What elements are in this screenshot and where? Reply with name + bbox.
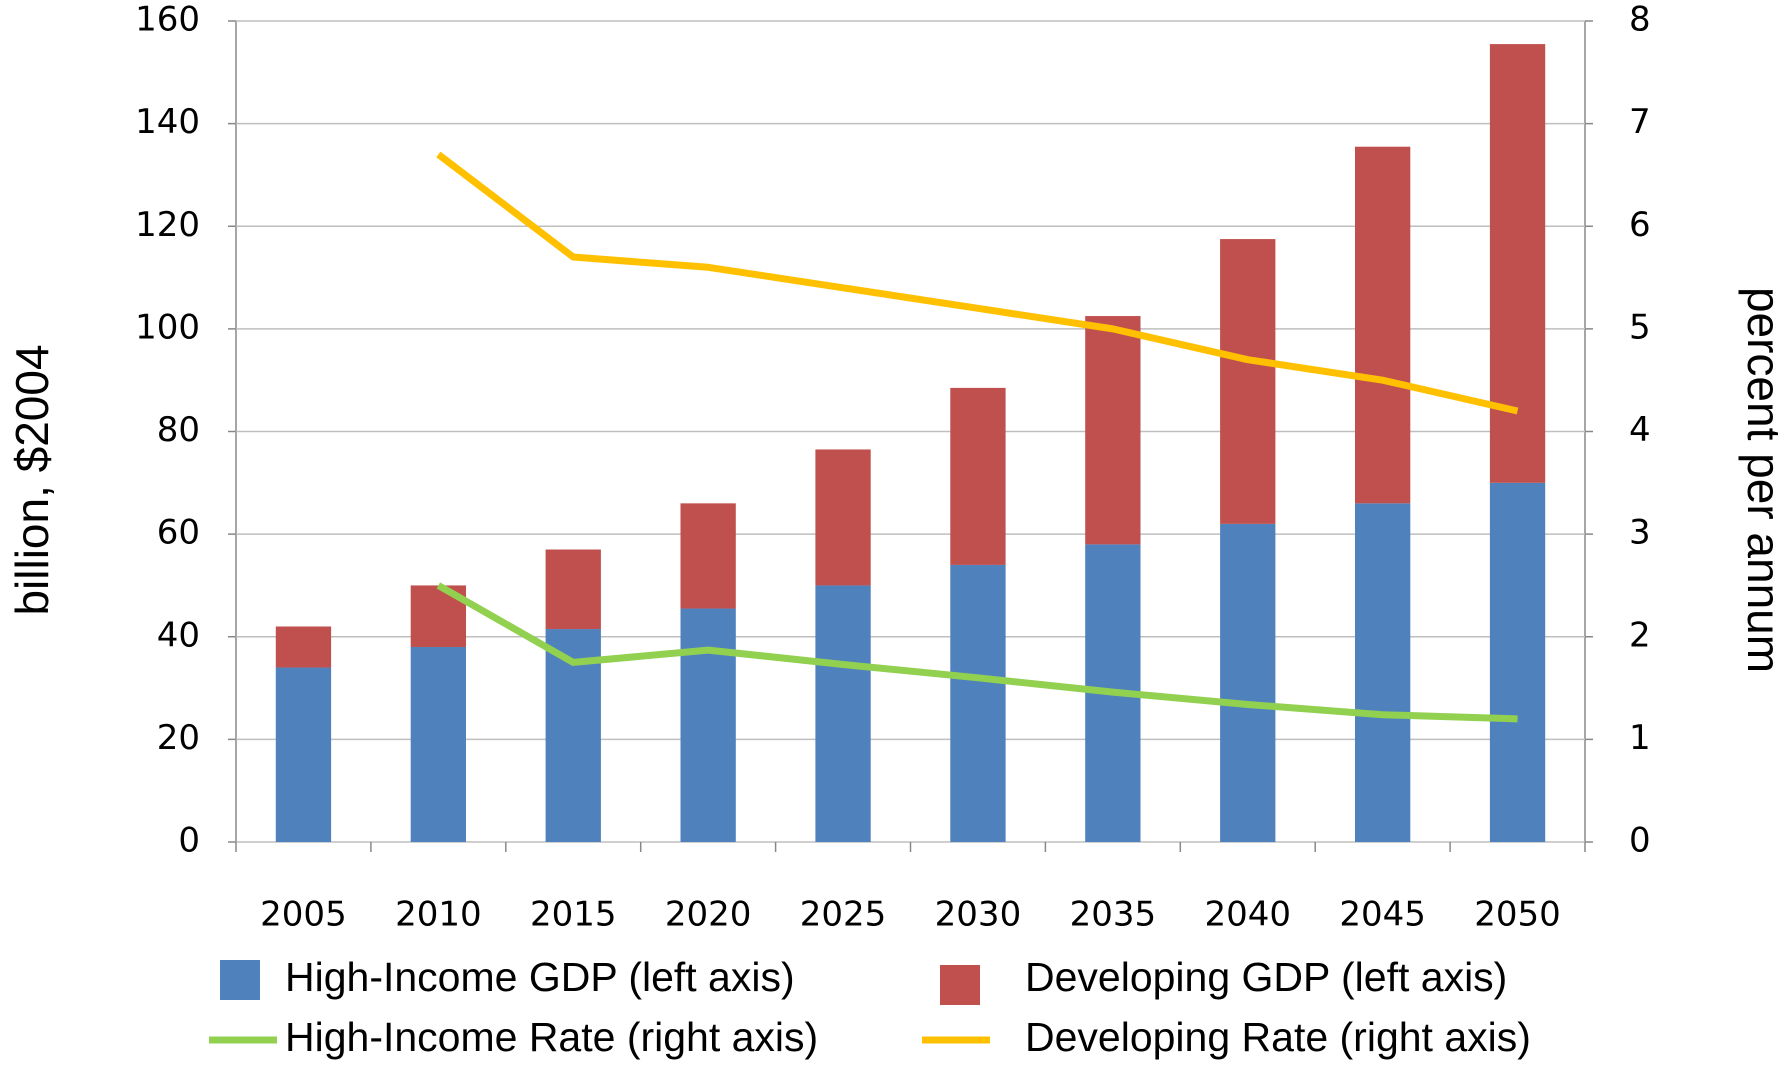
y-axis-title: billion, $2004	[6, 344, 58, 615]
x-tick-label: 2005	[260, 895, 347, 935]
y2-tick-label: 3	[1629, 513, 1651, 553]
x-tick-label: 2030	[935, 895, 1022, 935]
line	[436, 151, 1519, 415]
bar	[680, 608, 736, 842]
bar	[815, 449, 871, 586]
y2-tick-label: 8	[1629, 0, 1651, 40]
y-tick-label: 0	[178, 821, 200, 861]
bar	[950, 387, 1006, 565]
legend-swatch	[220, 960, 260, 1000]
x-tick-label: 2015	[530, 895, 617, 935]
bar	[1085, 316, 1141, 545]
bar	[410, 647, 467, 842]
bar	[680, 503, 736, 609]
line	[436, 582, 1518, 723]
x-tick-label: 2040	[1204, 895, 1291, 935]
y-tick-label: 140	[135, 102, 200, 142]
y2-tick-label: 6	[1629, 205, 1651, 245]
bar	[1354, 503, 1411, 842]
x-tick-label: 2010	[395, 895, 482, 935]
bar	[1489, 44, 1546, 483]
y2-tick-label: 7	[1629, 102, 1651, 142]
legend-label: Developing GDP (left axis)	[1025, 954, 1507, 1000]
y-tick-label: 60	[157, 513, 200, 553]
y2-tick-label: 2	[1629, 615, 1651, 655]
y-tick-label: 80	[157, 410, 200, 450]
legend-label: High-Income GDP (left axis)	[285, 954, 795, 1000]
y2-tick-label: 0	[1629, 821, 1651, 861]
bar	[545, 549, 601, 630]
y2-axis-title: percent per annum	[1738, 287, 1790, 673]
legend-label: High-Income Rate (right axis)	[285, 1014, 818, 1060]
y2-tick-label: 4	[1629, 410, 1651, 450]
bar	[275, 667, 332, 842]
bar	[815, 585, 871, 842]
y2-tick-label: 5	[1629, 307, 1651, 347]
y-tick-label: 20	[157, 718, 200, 758]
bar	[1220, 239, 1276, 524]
x-tick-label: 2045	[1339, 895, 1426, 935]
y2-tick-label: 1	[1629, 718, 1651, 758]
y-tick-label: 120	[135, 205, 200, 245]
legend-label: Developing Rate (right axis)	[1025, 1014, 1531, 1060]
x-tick-label: 2035	[1070, 895, 1157, 935]
x-tick-label: 2050	[1474, 895, 1561, 935]
y-tick-label: 40	[157, 615, 200, 655]
x-tick-label: 2020	[665, 895, 752, 935]
y-tick-label: 160	[135, 0, 200, 40]
bar	[1354, 146, 1411, 504]
bar	[1220, 523, 1276, 842]
bar	[950, 564, 1006, 842]
legend-swatch	[940, 965, 980, 1005]
y-tick-label: 100	[135, 307, 200, 347]
x-tick-label: 2025	[800, 895, 887, 935]
bar	[1489, 482, 1546, 842]
bar	[275, 626, 332, 668]
